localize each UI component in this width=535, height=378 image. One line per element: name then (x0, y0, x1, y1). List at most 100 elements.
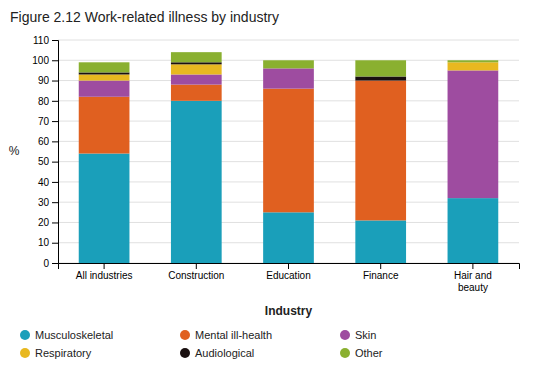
tick-label: 80 (38, 96, 50, 107)
legend-swatch (20, 330, 30, 340)
legend-item: Mental ill-health (180, 329, 272, 341)
legend-label: Skin (355, 329, 376, 341)
legend-label: Mental ill-health (195, 329, 272, 341)
tick-mark (52, 182, 58, 183)
tick-label-line: Construction (168, 270, 224, 281)
bar-segment (171, 74, 222, 84)
tick-label: 100 (32, 55, 49, 66)
y-axis-title: % (9, 144, 20, 158)
tick: Finance (363, 263, 399, 281)
x-axis: All industries Construction Education Finan… (59, 263, 520, 293)
legend-label: Musculoskeletal (35, 329, 113, 341)
legend-item: Other (340, 347, 383, 359)
bar-segment (355, 81, 406, 221)
tick-label: 70 (38, 116, 50, 127)
bars (79, 52, 499, 263)
tick-label: 50 (38, 156, 50, 167)
bar-segment (448, 62, 499, 70)
plot: 0102030405060708090100110All industriesC… (32, 35, 519, 293)
bar-segment (171, 52, 222, 62)
tick-mark (288, 263, 289, 269)
tick-mark (52, 101, 58, 102)
tick: 100 (32, 55, 58, 66)
legend-item: Skin (340, 329, 376, 341)
grid-line (58, 40, 519, 41)
bar-segment (263, 68, 314, 88)
grid (58, 40, 519, 263)
bar-segment (79, 154, 130, 263)
series (79, 52, 499, 76)
tick: 50 (38, 156, 58, 167)
tick-label: 0 (43, 258, 49, 269)
bar-segment (263, 60, 314, 68)
tick-label: 90 (38, 75, 50, 86)
tick: 90 (38, 75, 58, 86)
axis-line (59, 264, 520, 270)
legend-swatch (20, 348, 30, 358)
bar-segment (355, 60, 406, 76)
legend-label: Audiological (195, 347, 254, 359)
tick: Education (266, 263, 310, 281)
tick-label-line: beauty (458, 282, 488, 293)
tick-mark (52, 60, 58, 61)
tick-mark (52, 81, 58, 82)
chart: Figure 2.12 Work-related illness by indu… (0, 0, 535, 378)
bar-segment (79, 74, 130, 80)
tick-mark (52, 243, 58, 244)
tick-label: Construction (168, 270, 224, 281)
bar-segment (79, 62, 130, 72)
tick-mark (52, 40, 58, 41)
bar-segment (355, 220, 406, 263)
tick: 110 (33, 35, 58, 46)
legend-label: Respiratory (35, 347, 92, 359)
bar-segment (263, 89, 314, 213)
y-axis: 0102030405060708090100110 (32, 35, 58, 269)
title: Figure 2.12 Work-related illness by indu… (10, 9, 279, 25)
series (79, 81, 406, 221)
tick-label: 30 (38, 197, 50, 208)
tick-mark (52, 263, 58, 264)
legend-item: Musculoskeletal (20, 329, 113, 341)
legend-swatch (340, 330, 350, 340)
bar-segment (79, 72, 130, 74)
tick-mark (472, 263, 473, 269)
axis-line (52, 41, 59, 264)
legend-item: Audiological (180, 347, 254, 359)
bar-segment (171, 62, 222, 64)
series (79, 68, 499, 198)
tick: All industries (76, 263, 133, 281)
tick-label: 10 (38, 237, 50, 248)
tick: Construction (168, 263, 224, 281)
tick-label: 110 (33, 35, 49, 46)
legend: Musculoskeletal Mental ill-health Skin Resp… (20, 329, 383, 359)
tick-label: 60 (38, 136, 50, 147)
x-axis-title: Industry (265, 304, 313, 318)
tick: 0 (43, 258, 58, 269)
bar-segment (79, 97, 130, 154)
legend-swatch (180, 330, 190, 340)
tick-mark (52, 141, 58, 142)
tick-label: Finance (363, 270, 399, 281)
tick-mark (380, 263, 381, 269)
tick: 30 (38, 197, 58, 208)
bar-segment (263, 212, 314, 263)
legend-swatch (340, 348, 350, 358)
bar-segment (448, 70, 499, 198)
tick-label: 20 (38, 217, 50, 228)
tick-label-line: Education (266, 270, 310, 281)
tick: 60 (38, 136, 58, 147)
tick: 10 (38, 237, 58, 248)
tick-mark (104, 263, 105, 269)
bar-segment (355, 76, 406, 80)
legend-label: Other (355, 347, 383, 359)
tick-label: Education (266, 270, 310, 281)
tick-label: All industries (76, 270, 133, 281)
tick-mark (52, 202, 58, 203)
tick-label-line: All industries (76, 270, 133, 281)
bar-segment (171, 64, 222, 74)
tick-label-line: Finance (363, 270, 399, 281)
tick-mark (52, 222, 58, 223)
tick: 20 (38, 217, 58, 228)
tick-mark (52, 162, 58, 163)
tick: Hair andbeauty (454, 263, 492, 293)
